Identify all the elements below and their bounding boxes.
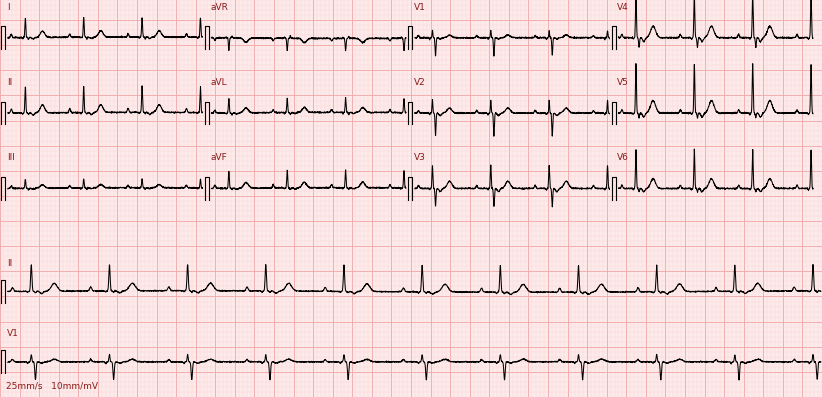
Text: V6: V6 xyxy=(617,153,629,162)
Text: II: II xyxy=(7,259,12,268)
Text: I: I xyxy=(7,2,9,12)
Text: V2: V2 xyxy=(413,78,426,87)
Text: aVR: aVR xyxy=(210,2,228,12)
Text: 25mm/s   10mm/mV: 25mm/s 10mm/mV xyxy=(6,382,98,391)
Text: V1: V1 xyxy=(413,2,426,12)
Text: aVL: aVL xyxy=(210,78,227,87)
Text: V4: V4 xyxy=(617,2,629,12)
Text: V3: V3 xyxy=(413,153,426,162)
Text: V5: V5 xyxy=(617,78,629,87)
Text: V1: V1 xyxy=(7,329,19,338)
Text: aVF: aVF xyxy=(210,153,227,162)
Text: III: III xyxy=(7,153,15,162)
Text: II: II xyxy=(7,78,12,87)
